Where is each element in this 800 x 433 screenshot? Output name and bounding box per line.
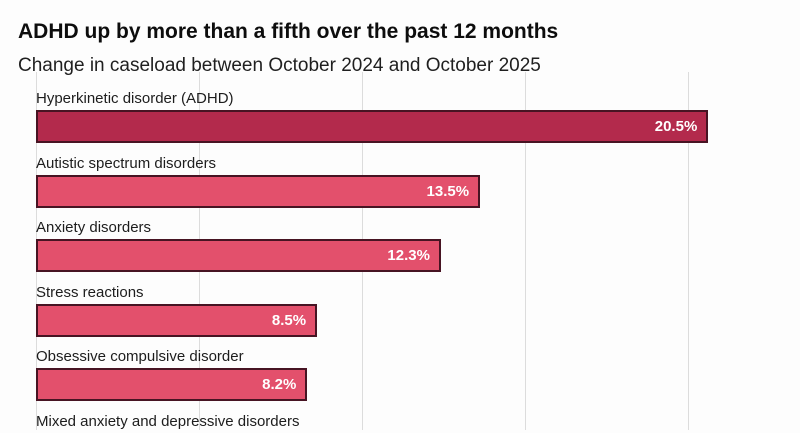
- bar: 12.3%: [36, 239, 441, 272]
- bar-chart-area: Hyperkinetic disorder (ADHD) 20.5% Autisti…: [0, 72, 800, 430]
- bar-value-label: 8.5%: [271, 311, 307, 329]
- bar-value-label: 13.5%: [426, 182, 470, 200]
- bar-group: Hyperkinetic disorder (ADHD) 20.5%: [36, 91, 800, 143]
- chart-subtitle: Change in caseload between October 2024 …: [18, 55, 541, 76]
- bar: 20.5%: [36, 110, 709, 143]
- bar-value-label: 12.3%: [387, 247, 430, 264]
- bar-category-label: Hyperkinetic disorder (ADHD): [36, 90, 234, 107]
- bar-group: Obsessive compulsive disorder 8.2%: [36, 349, 800, 401]
- bar-value-label: 8.2%: [262, 376, 297, 393]
- bar-group: Anxiety disorders 12.3%: [36, 220, 800, 272]
- bar: 13.5%: [36, 174, 481, 208]
- bar-group: Stress reactions 8.5%: [36, 283, 800, 337]
- bar: 8.2%: [36, 368, 308, 401]
- gridline-15: [525, 72, 526, 430]
- bar: 8.5%: [36, 303, 318, 337]
- bar-group: Autistic spectrum disorders 13.5%: [36, 154, 800, 208]
- bar-category-label: Autistic spectrum disorders: [36, 154, 217, 172]
- bar-group: Mixed anxiety and depressive disorders: [36, 412, 800, 433]
- chart-title: ADHD up by more than a fifth over the pa…: [18, 20, 559, 44]
- gridline-20: [688, 72, 689, 430]
- bar-category-label: Mixed anxiety and depressive disorders: [36, 412, 300, 430]
- bar-value-label: 20.5%: [654, 118, 698, 135]
- bar-category-label: Obsessive compulsive disorder: [36, 348, 244, 365]
- bar-category-label: Anxiety disorders: [36, 219, 152, 236]
- bar-category-label: Stress reactions: [36, 283, 144, 301]
